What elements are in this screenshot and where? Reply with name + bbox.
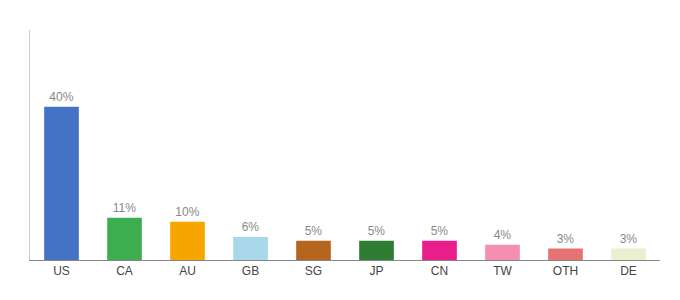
svg-text:3%: 3% <box>620 232 638 246</box>
svg-text:CA: CA <box>116 264 133 278</box>
svg-text:SG: SG <box>305 264 322 278</box>
svg-text:TW: TW <box>493 264 512 278</box>
svg-text:GB: GB <box>242 264 259 278</box>
svg-text:40%: 40% <box>49 90 73 104</box>
svg-text:5%: 5% <box>431 224 449 238</box>
svg-text:5%: 5% <box>305 224 323 238</box>
svg-text:CN: CN <box>431 264 448 278</box>
svg-text:11%: 11% <box>113 201 136 215</box>
svg-text:OTH: OTH <box>553 264 578 278</box>
svg-text:3%: 3% <box>557 232 575 246</box>
svg-text:10%: 10% <box>175 205 199 219</box>
svg-text:5%: 5% <box>368 224 386 238</box>
svg-text:DE: DE <box>620 264 637 278</box>
svg-text:4%: 4% <box>494 228 512 242</box>
svg-text:AU: AU <box>179 264 196 278</box>
svg-text:JP: JP <box>369 264 383 278</box>
svg-text:US: US <box>53 264 70 278</box>
svg-text:6%: 6% <box>242 220 260 234</box>
